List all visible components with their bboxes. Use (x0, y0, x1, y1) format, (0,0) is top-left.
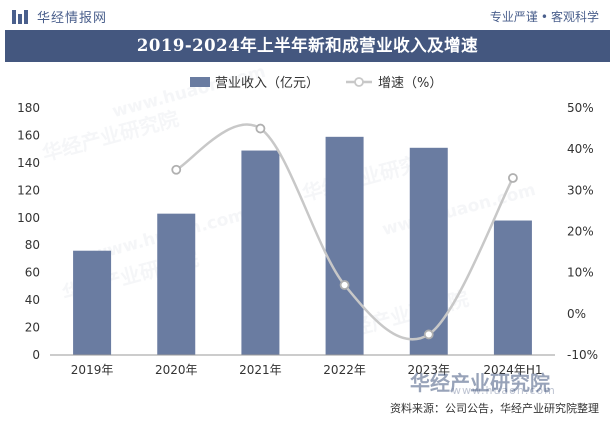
growth-point (255, 123, 266, 134)
y-right-tick-label: 40% (567, 142, 594, 156)
x-tick-label: 2022年 (323, 363, 366, 377)
growth-point (171, 164, 182, 175)
y-right-tick-label: 50% (567, 101, 594, 115)
y-left-tick-label: 160 (17, 128, 40, 142)
bar (325, 136, 364, 355)
bar (241, 150, 280, 355)
y-right-tick-label: -10% (567, 348, 598, 362)
y-left-tick-label: 20 (25, 321, 40, 335)
y-left-tick-label: 80 (25, 238, 40, 252)
x-tick-label: 2024年H1 (483, 363, 542, 377)
bar-logo-icon (12, 9, 30, 24)
tagline-left: 专业严谨 (489, 10, 538, 24)
x-tick-label: 2020年 (155, 363, 198, 377)
source-note: 资料来源：公司公告，华经产业研究院整理 (390, 402, 599, 415)
growth-point (508, 173, 518, 183)
brand[interactable]: 华经情报网 (12, 7, 107, 26)
brand-name: 华经情报网 (37, 11, 108, 26)
y-right-tick-label: 0% (567, 307, 586, 321)
x-tick-label: 2019年 (71, 363, 114, 377)
y-left-tick-label: 60 (25, 266, 40, 280)
legend-bar-swatch (190, 77, 210, 87)
growth-point (339, 280, 350, 290)
title-bar: 2019-2024年上半年新和成营业收入及增速 (5, 30, 610, 62)
y-left-tick-label: 40 (25, 293, 40, 307)
top-bar: 华经情报网 专业严谨 • 客观科学 (0, 0, 615, 30)
watermark-logo-url: www.huaon.com (452, 384, 556, 397)
x-tick-label: 2021年 (239, 363, 282, 377)
y-left-tick-label: 140 (17, 156, 40, 170)
y-right-tick-label: 10% (567, 266, 594, 280)
tagline: 专业严谨 • 客观科学 (490, 8, 599, 25)
bar (157, 213, 196, 355)
x-tick-label: 2023年 (407, 363, 450, 377)
tagline-right: 客观科学 (550, 10, 599, 24)
watermark-logo-text: 华经产业研究院 (410, 371, 550, 395)
y-right-tick-label: 20% (567, 225, 594, 239)
y-left-tick-label: 100 (17, 211, 40, 225)
y-left-tick-label: 120 (17, 183, 40, 197)
y-left-tick-label: 180 (17, 101, 40, 115)
tagline-separator: • (540, 10, 548, 24)
chart-title: 2019-2024年上半年新和成营业收入及增速 (136, 36, 479, 55)
chart: 营业收入（亿元） 增速（%） 0 20 40 60 80 100 120 140 160 180 -10… (17, 76, 598, 377)
legend-label: 营业收入（亿元） (215, 76, 319, 91)
y-left-tick-label: 0 (32, 348, 40, 362)
bar (409, 147, 448, 355)
legend-line-marker (354, 77, 364, 87)
bar (493, 220, 532, 355)
growth-point (423, 329, 434, 340)
bar (73, 250, 112, 355)
legend-label: 增速（%） (378, 76, 442, 91)
y-right-tick-label: 30% (567, 183, 594, 197)
